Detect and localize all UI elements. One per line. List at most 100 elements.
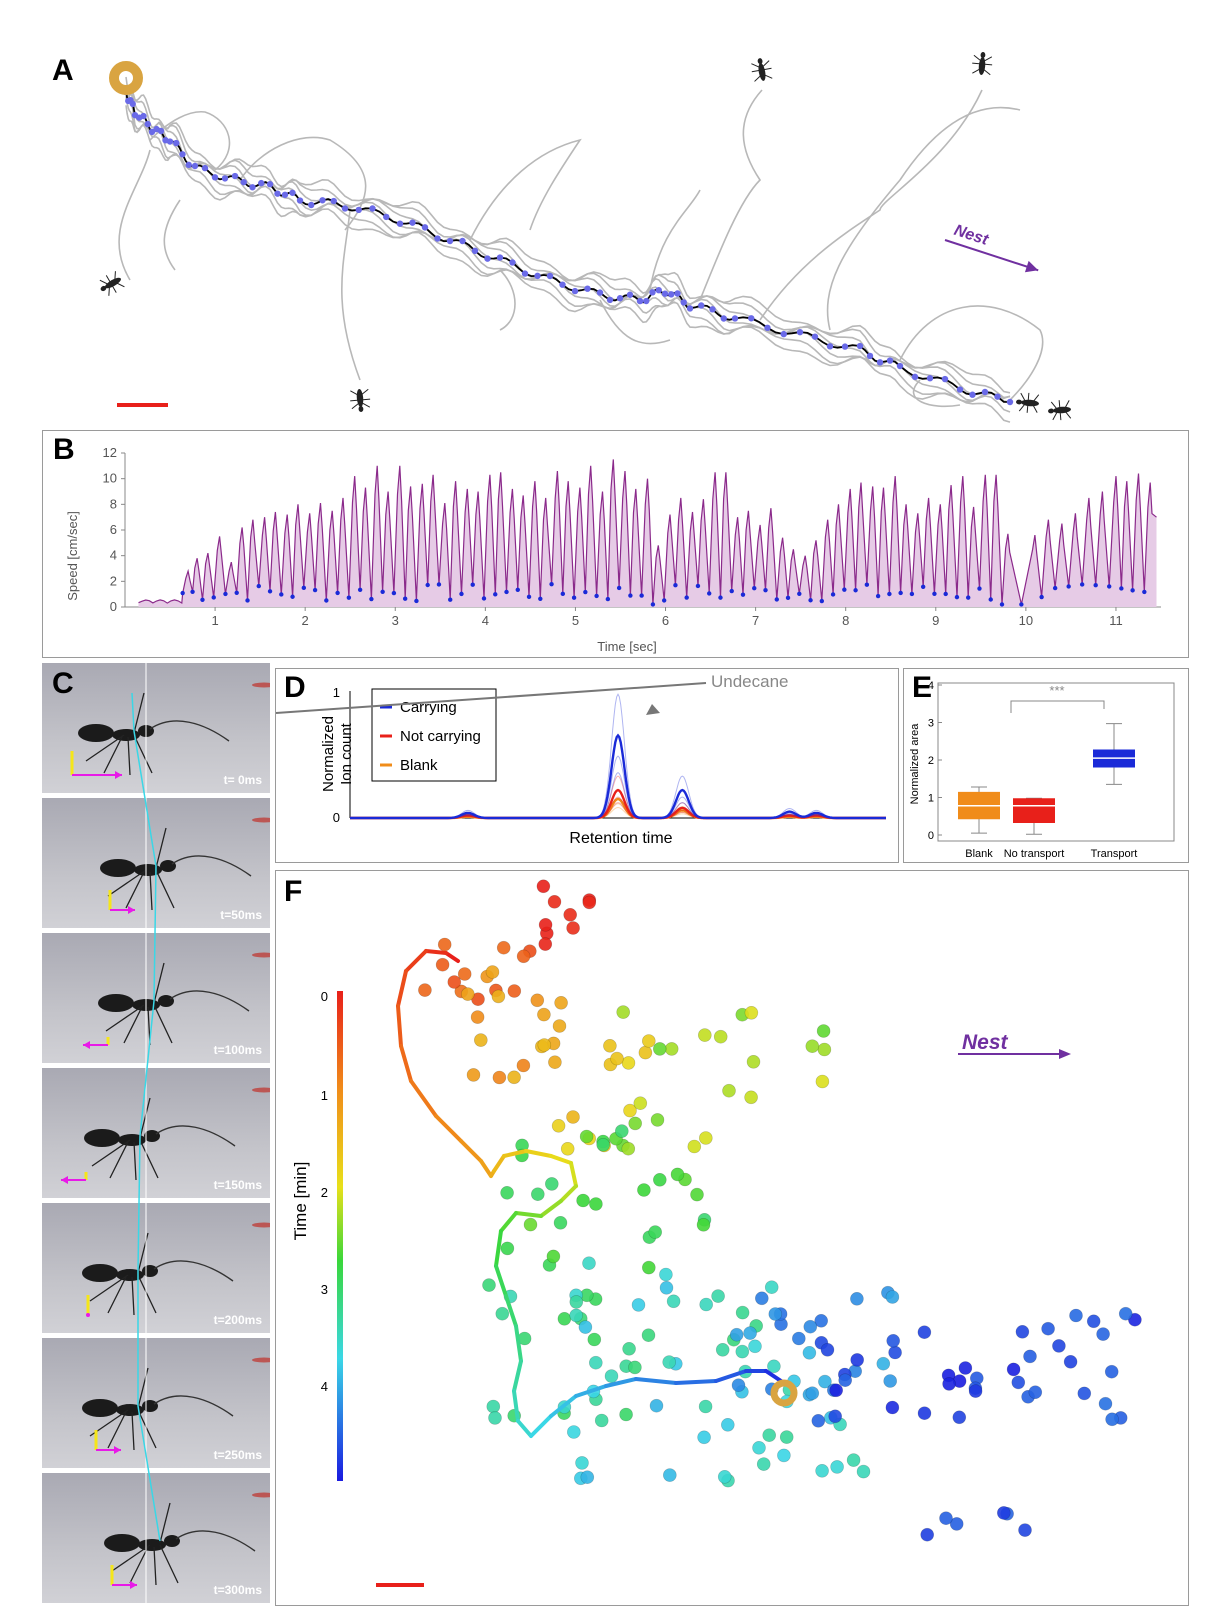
- step-marker: [866, 352, 874, 360]
- frame-timestamp: t=100ms: [213, 1043, 262, 1057]
- ant-position-dot: [537, 1038, 552, 1052]
- trajectory-segment: [479, 1159, 493, 1178]
- trough-dot: [594, 593, 599, 599]
- ant-position-dot: [587, 1332, 602, 1347]
- ant-position-dot: [1015, 1324, 1030, 1339]
- mean-trace-carrying: [350, 733, 886, 820]
- d-xlabel: Retention time: [569, 830, 672, 847]
- exploration-trail: [239, 136, 367, 231]
- ant-position-dot: [662, 1355, 677, 1369]
- trajectory-segment: [674, 1379, 718, 1385]
- area-boxplot: 0 1 2 3 4 Normalized area *** Blank No trans…: [909, 680, 1175, 860]
- trough-dot: [898, 590, 903, 596]
- ant-position-dot: [641, 1260, 656, 1275]
- step-marker: [896, 362, 904, 370]
- ant-position-dot: [917, 1325, 932, 1340]
- trajectory-segment: [539, 1199, 563, 1218]
- step-marker: [674, 290, 681, 297]
- step-marker: [698, 302, 705, 309]
- d-legend-blank: Blank: [400, 757, 438, 774]
- trough-dot: [673, 583, 678, 588]
- b-xlabel: Time [sec]: [597, 639, 656, 654]
- ant-position-dot: [814, 1313, 829, 1328]
- ant-position-dot: [1041, 1321, 1055, 1336]
- ant-position-dot: [569, 1295, 584, 1309]
- ant-position-dot: [968, 1384, 983, 1398]
- e-cat-no-transport: No transport: [1004, 848, 1065, 860]
- ant-position-dot: [582, 1256, 596, 1271]
- ant-position-dot: [548, 1055, 562, 1069]
- e-ytick: 3: [928, 718, 934, 730]
- ant-position-dot: [554, 996, 568, 1010]
- ant-position-dot: [917, 1406, 932, 1421]
- ant-position-dot: [662, 1468, 677, 1482]
- step-marker: [826, 343, 834, 350]
- trough-dot: [180, 590, 185, 596]
- video-frame: t=200ms: [42, 1203, 270, 1333]
- trough-dot: [470, 582, 475, 587]
- step-marker: [281, 191, 289, 198]
- step-marker: [886, 357, 894, 364]
- exploration-trail: [826, 106, 1021, 331]
- ant-position-dot: [885, 1290, 900, 1304]
- e-cat-blank: Blank: [965, 848, 993, 860]
- step-marker: [434, 235, 441, 242]
- cb-label: Time [min]: [291, 1162, 310, 1241]
- ant-position-dot: [1096, 1327, 1110, 1341]
- b-xtick: 3: [392, 613, 399, 628]
- d-ytick-0: 0: [333, 810, 340, 825]
- ant-position-dot: [815, 1074, 830, 1089]
- video-frame: t=100ms: [42, 933, 270, 1063]
- b-ytick: 2: [110, 573, 117, 588]
- ant-position-dot: [604, 1369, 619, 1383]
- ant-position-dot: [488, 1411, 502, 1425]
- e-ytick: 2: [928, 755, 934, 767]
- ant-position-dot: [603, 1039, 617, 1053]
- trough-dot: [763, 587, 768, 593]
- step-marker: [341, 205, 349, 212]
- trough-dot: [301, 585, 307, 591]
- step-marker: [546, 272, 554, 280]
- trajectory-segment: [502, 1149, 528, 1158]
- trajectory-segment: [444, 951, 460, 963]
- cb-tick-1: 1: [321, 1088, 328, 1103]
- step-marker: [421, 224, 429, 231]
- step-marker: [841, 343, 849, 350]
- step-marker: [191, 162, 199, 170]
- trough-dot: [684, 595, 689, 600]
- ant-position-dot: [435, 957, 450, 972]
- step-marker: [981, 388, 989, 396]
- step-marker: [471, 247, 479, 255]
- food-ring-icon: [109, 61, 143, 95]
- trajectory-segment: [549, 1154, 573, 1165]
- ant-position-dot: [768, 1307, 783, 1321]
- ant-position-dot: [530, 1187, 545, 1202]
- trough-dot: [380, 589, 385, 594]
- ant-position-dot: [486, 1399, 501, 1414]
- ant-position-dot: [614, 1124, 629, 1138]
- individual-ant-positions: [418, 879, 1142, 1542]
- panel-a: A Nest: [0, 0, 1222, 430]
- trough-dot: [515, 587, 520, 592]
- ant-position-dot: [560, 1141, 575, 1156]
- significance-bracket: [1010, 700, 1105, 713]
- ant-position-dot: [507, 984, 522, 998]
- ant-position-dot: [803, 1319, 818, 1334]
- step-marker: [240, 178, 247, 186]
- mean-trace-blank: [350, 797, 886, 820]
- step-marker: [731, 315, 739, 322]
- trough-dot: [346, 595, 352, 600]
- step-marker: [596, 289, 604, 296]
- ant-position-dot: [553, 1215, 568, 1230]
- step-marker: [409, 219, 416, 226]
- panel-f: F 0 1 2 3 4 Time [min] Nest: [275, 870, 1189, 1606]
- ant-position-dot: [495, 1306, 510, 1321]
- trough-dot: [943, 591, 948, 597]
- trough-dot: [538, 596, 543, 602]
- panel-b-letter: B: [53, 433, 75, 466]
- trough-dot: [808, 598, 813, 603]
- frame-timestamp: t=250ms: [213, 1448, 262, 1462]
- trough-dot: [1019, 602, 1024, 607]
- trough-dot: [560, 591, 566, 597]
- trough-dot: [357, 587, 363, 592]
